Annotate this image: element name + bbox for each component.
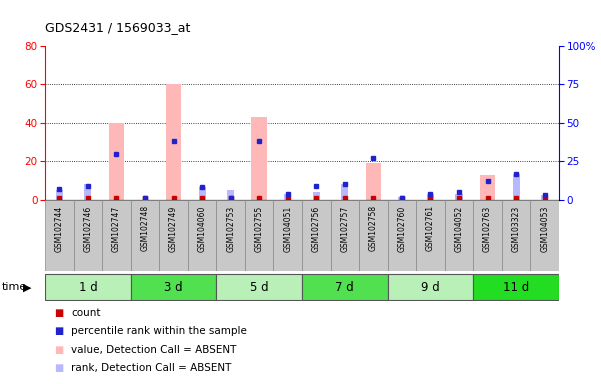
Text: GSM102760: GSM102760 bbox=[397, 205, 406, 252]
Bar bbox=[216, 274, 302, 300]
Bar bbox=[302, 200, 331, 271]
Bar bbox=[473, 200, 502, 271]
Text: GSM102763: GSM102763 bbox=[483, 205, 492, 252]
Bar bbox=[341, 184, 349, 200]
Bar bbox=[416, 200, 445, 271]
Bar bbox=[365, 163, 381, 200]
Bar bbox=[530, 200, 559, 271]
Bar bbox=[166, 84, 182, 200]
Text: count: count bbox=[71, 308, 100, 318]
Bar bbox=[56, 190, 63, 200]
Bar bbox=[456, 194, 463, 200]
Text: 7 d: 7 d bbox=[335, 281, 354, 293]
Text: GSM102753: GSM102753 bbox=[226, 205, 235, 252]
Bar bbox=[388, 274, 473, 300]
Text: ■: ■ bbox=[54, 308, 63, 318]
Bar bbox=[198, 187, 206, 200]
Bar bbox=[251, 117, 267, 200]
Bar bbox=[188, 200, 216, 271]
Text: GSM102761: GSM102761 bbox=[426, 205, 435, 252]
Bar bbox=[473, 274, 559, 300]
Bar bbox=[502, 200, 530, 271]
Bar bbox=[245, 200, 273, 271]
Text: ▶: ▶ bbox=[23, 282, 31, 292]
Text: GSM102747: GSM102747 bbox=[112, 205, 121, 252]
Bar bbox=[513, 174, 520, 200]
Text: GSM102744: GSM102744 bbox=[55, 205, 64, 252]
Bar bbox=[130, 200, 159, 271]
Text: GSM104051: GSM104051 bbox=[283, 205, 292, 252]
Text: 11 d: 11 d bbox=[503, 281, 529, 293]
Bar bbox=[73, 200, 102, 271]
Text: 5 d: 5 d bbox=[250, 281, 269, 293]
Bar bbox=[159, 200, 188, 271]
Bar bbox=[109, 123, 124, 200]
Bar bbox=[359, 200, 388, 271]
Text: time: time bbox=[2, 282, 27, 292]
Bar bbox=[45, 274, 130, 300]
Bar bbox=[227, 190, 234, 200]
Bar bbox=[273, 200, 302, 271]
Bar bbox=[84, 184, 91, 200]
Bar bbox=[130, 274, 216, 300]
Bar bbox=[398, 197, 406, 200]
Text: GSM102748: GSM102748 bbox=[141, 205, 150, 252]
Text: ■: ■ bbox=[54, 326, 63, 336]
Bar bbox=[45, 200, 74, 271]
Text: rank, Detection Call = ABSENT: rank, Detection Call = ABSENT bbox=[71, 363, 231, 373]
Bar bbox=[102, 200, 130, 271]
Text: GSM102755: GSM102755 bbox=[255, 205, 264, 252]
Bar bbox=[302, 274, 388, 300]
Bar bbox=[284, 194, 291, 200]
Text: GSM104052: GSM104052 bbox=[454, 205, 463, 252]
Text: GSM102746: GSM102746 bbox=[84, 205, 93, 252]
Bar bbox=[313, 192, 320, 200]
Text: value, Detection Call = ABSENT: value, Detection Call = ABSENT bbox=[71, 345, 236, 355]
Text: GSM102757: GSM102757 bbox=[340, 205, 349, 252]
Bar bbox=[427, 194, 434, 200]
Bar bbox=[216, 200, 245, 271]
Bar bbox=[541, 195, 548, 200]
Text: percentile rank within the sample: percentile rank within the sample bbox=[71, 326, 247, 336]
Text: GDS2431 / 1569033_at: GDS2431 / 1569033_at bbox=[45, 21, 191, 34]
Text: GSM102749: GSM102749 bbox=[169, 205, 178, 252]
Text: 3 d: 3 d bbox=[164, 281, 183, 293]
Text: 9 d: 9 d bbox=[421, 281, 440, 293]
Bar bbox=[480, 175, 495, 200]
Text: ■: ■ bbox=[54, 363, 63, 373]
Bar bbox=[445, 200, 473, 271]
Text: ■: ■ bbox=[54, 345, 63, 355]
Text: GSM104060: GSM104060 bbox=[198, 205, 207, 252]
Text: GSM102758: GSM102758 bbox=[369, 205, 378, 252]
Bar bbox=[331, 200, 359, 271]
Text: GSM103323: GSM103323 bbox=[511, 205, 520, 252]
Bar bbox=[388, 200, 416, 271]
Text: GSM102756: GSM102756 bbox=[312, 205, 321, 252]
Text: 1 d: 1 d bbox=[79, 281, 97, 293]
Text: GSM104053: GSM104053 bbox=[540, 205, 549, 252]
